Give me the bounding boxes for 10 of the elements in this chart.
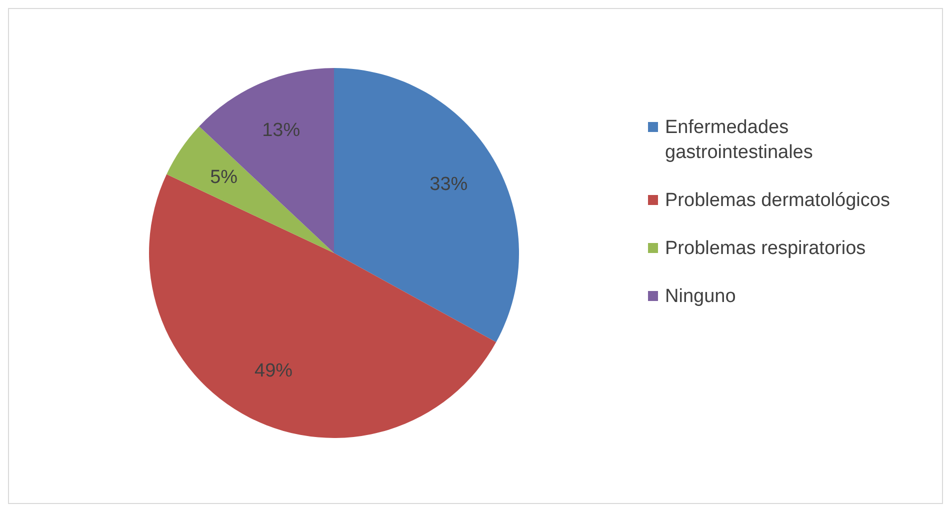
data-label: 5% <box>210 167 238 188</box>
legend-label: Enfermedades gastrointestinales <box>665 117 813 163</box>
pie-slice <box>334 68 519 342</box>
legend-label: Ninguno <box>665 286 736 307</box>
data-label: 13% <box>262 120 300 141</box>
legend-label: Problemas dermatológicos <box>665 190 890 211</box>
pie-slice <box>199 68 334 253</box>
data-label: 49% <box>254 360 293 382</box>
data-label: 33% <box>430 174 468 196</box>
legend-label: Problemas respiratorios <box>665 238 866 259</box>
